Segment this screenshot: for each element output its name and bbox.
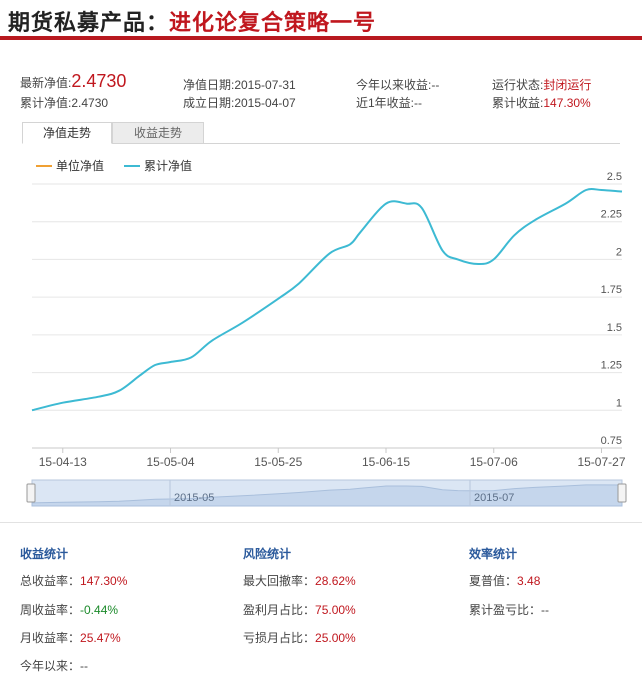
win-month-label: 盈利月占比： [243, 603, 316, 617]
legend-label-cum-nav[interactable]: 累计净值 [144, 158, 192, 173]
x-tick-label: 15-07-27 [577, 455, 625, 469]
y-tick-label: 1 [616, 397, 622, 409]
weekly-return-row: 周收益率：-0.44% [20, 601, 118, 618]
pl-ratio-label: 累计盈亏比： [469, 603, 542, 617]
nav-chart-svg: 单位净值 累计净值 2.5 2.25 2 1.75 1.5 1.25 1 0.75 15-04… [26, 158, 627, 507]
run-status-value: 封闭运行 [543, 78, 592, 92]
navigator-label-july: 2015-07 [474, 492, 514, 504]
chart-series [31, 187, 623, 412]
navigator-right-handle[interactable] [617, 483, 627, 503]
max-drawdown-row: 最大回撤率：28.62% [243, 572, 356, 589]
legend-label-unit-nav[interactable]: 单位净值 [56, 158, 104, 173]
latest-nav-value: 2.4730 [71, 71, 127, 91]
y-tick-label: 1.5 [607, 322, 622, 334]
cum-return: 累计收益:147.30% [492, 94, 591, 111]
chart-legend: 单位净值 累计净值 [36, 158, 192, 173]
stats-panel: 收益统计 总收益率：147.30% 周收益率：-0.44% 月收益率：25.47… [0, 522, 642, 677]
latest-nav-label: 最新净值: [20, 76, 72, 90]
monthly-return-row: 月收益率：25.47% [20, 629, 121, 646]
loss-month-value: 25.00% [315, 631, 356, 645]
cum-return-label: 累计收益: [492, 96, 544, 110]
page-header: 期货私募产品：进化论复合策略一号 [0, 0, 642, 40]
ytd-stat-row: 今年以来：-- [20, 657, 88, 674]
navigator-left-handle[interactable] [26, 483, 36, 503]
monthly-return-label: 月收益率： [20, 631, 81, 645]
y-tick-label: 1.25 [601, 360, 622, 372]
y-tick-label: 1.75 [601, 284, 622, 296]
cum-nav-label: 累计净值: [20, 96, 72, 110]
chart-gridlines [32, 183, 622, 449]
return-stats-title: 收益统计 [20, 547, 69, 561]
x-axis-ticks: 15-04-13 15-05-04 15-05-25 15-06-15 15-07-06… [39, 448, 626, 469]
product-name: 进化论复合策略一号 [169, 10, 377, 35]
risk-stats-title: 风险统计 [243, 547, 292, 561]
y-tick-label: 2.25 [601, 209, 622, 221]
total-return-value: 147.30% [80, 574, 128, 588]
win-month-value: 75.00% [315, 603, 356, 617]
pl-ratio-row: 累计盈亏比：-- [469, 601, 549, 618]
efficiency-stats-title: 效率统计 [469, 547, 518, 561]
monthly-return-value: 25.47% [80, 631, 121, 645]
weekly-return-value: -0.44% [80, 603, 119, 617]
win-month-row: 盈利月占比：75.00% [243, 601, 356, 618]
max-drawdown-value: 28.62% [315, 574, 356, 588]
sharpe-row: 夏普值：3.48 [469, 572, 540, 589]
one-year-return: 近1年收益:-- [356, 96, 423, 110]
y-tick-label: 2 [616, 246, 622, 258]
navigator-label-may: 2015-05 [174, 492, 214, 504]
latest-nav: 最新净值:2.4730 [20, 71, 126, 92]
pl-ratio-value: -- [541, 603, 550, 617]
title-prefix: 期货私募产品： [8, 10, 170, 35]
page-title: 期货私募产品：进化论复合策略一号 [8, 5, 376, 37]
x-tick-label: 15-05-04 [146, 455, 194, 469]
tab-nav-trend[interactable]: 净值走势 [22, 122, 112, 144]
chart-tabs: 净值走势 收益走势 [22, 122, 620, 144]
run-status: 运行状态:封闭运行 [492, 76, 591, 93]
nav-date: 净值日期:2015-07-31 [183, 78, 296, 92]
x-tick-label: 15-07-06 [470, 455, 518, 469]
ytd-return: 今年以来收益:-- [356, 78, 440, 92]
x-tick-label: 15-06-15 [362, 455, 410, 469]
loss-month-row: 亏损月占比：25.00% [243, 629, 356, 646]
cum-nav: 累计净值:2.4730 [20, 94, 108, 111]
loss-month-label: 亏损月占比： [243, 631, 316, 645]
total-return-label: 总收益率： [20, 574, 81, 588]
y-axis-ticks: 2.5 2.25 2 1.75 1.5 1.25 1 0.75 [601, 171, 622, 447]
sharpe-label: 夏普值： [469, 574, 518, 588]
series-line-cum-nav[interactable] [31, 187, 623, 412]
x-tick-label: 15-04-13 [39, 455, 87, 469]
ytd-stat-value: -- [80, 659, 89, 673]
ytd-stat-label: 今年以来： [20, 659, 81, 673]
range-navigator[interactable]: 2015-05 2015-07 [26, 479, 627, 507]
weekly-return-label: 周收益率： [20, 603, 81, 617]
x-tick-label: 15-05-25 [254, 455, 302, 469]
run-status-label: 运行状态: [492, 78, 544, 92]
max-drawdown-label: 最大回撤率： [243, 574, 316, 588]
y-tick-label: 2.5 [607, 171, 622, 183]
sharpe-value: 3.48 [517, 574, 541, 588]
total-return-row: 总收益率：147.30% [20, 572, 127, 589]
established-date: 成立日期:2015-04-07 [183, 96, 296, 110]
navigator-area [31, 484, 623, 507]
y-tick-label: 0.75 [601, 435, 622, 447]
nav-chart: 单位净值 累计净值 2.5 2.25 2 1.75 1.5 1.25 1 0.75 15-04… [0, 146, 642, 516]
cum-nav-value: 2.4730 [71, 96, 109, 110]
cum-return-value: 147.30% [543, 96, 591, 110]
tab-return-trend[interactable]: 收益走势 [112, 122, 204, 144]
